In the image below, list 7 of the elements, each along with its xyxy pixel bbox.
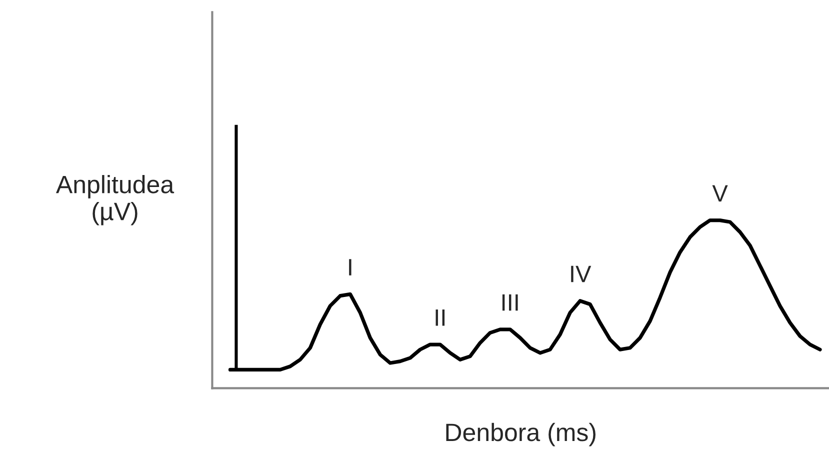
annotation: IV xyxy=(571,266,592,282)
x-axis-title: Denbora (ms) xyxy=(446,422,596,446)
annotation: I xyxy=(349,259,352,276)
y-axis-title: Anplitudea (µV) xyxy=(56,175,174,226)
annotation: III xyxy=(502,294,518,311)
text: V xyxy=(712,185,728,202)
annotation: II xyxy=(436,309,445,326)
